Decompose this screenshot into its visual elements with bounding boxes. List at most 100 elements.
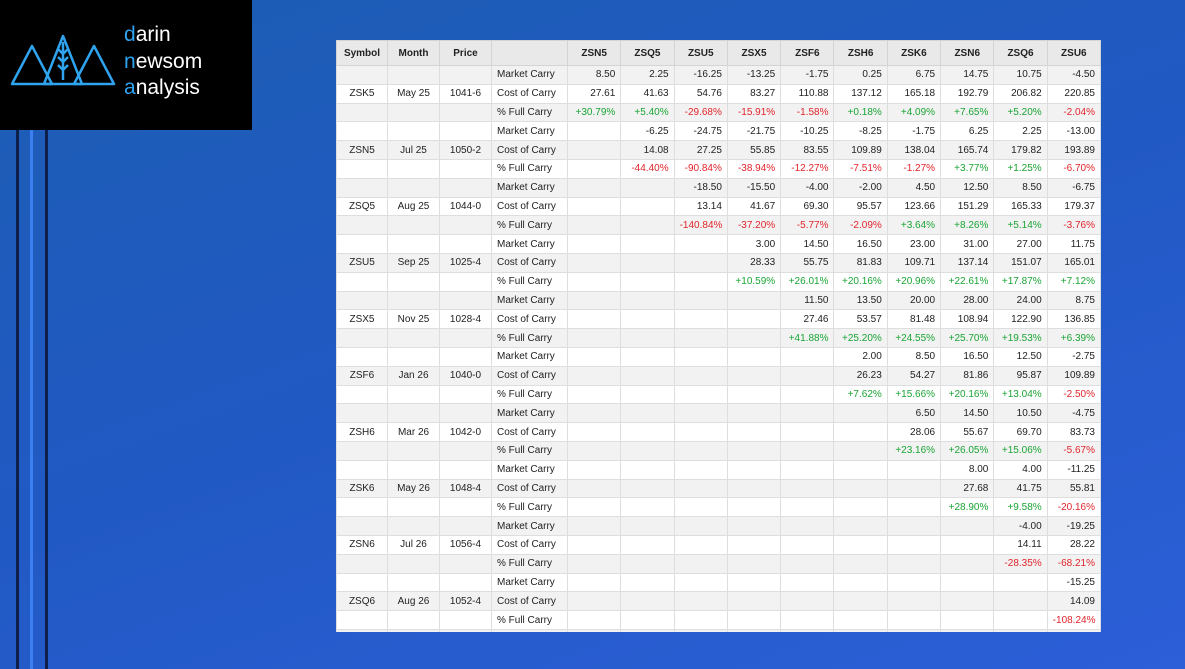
value-cell: 95.87 [993,365,1048,386]
value-cell: 14.50 [780,234,835,254]
value-cell: 55.85 [726,140,782,160]
value-cell: 8.00 [940,459,995,480]
value-cell: 14.09 [1046,591,1101,612]
column-header: ZSU6 [1046,40,1101,66]
empty-cell [566,534,622,555]
empty-cell [726,478,782,499]
row-label: Cost of Carry [491,478,568,499]
month-cell: Jul 26 [387,534,440,555]
value-cell: 165.33 [993,196,1048,217]
month-cell [387,459,440,480]
value-cell: -2.75 [1046,346,1101,367]
value-cell: 2.25 [993,121,1048,142]
value-cell: +19.53% [993,328,1048,348]
empty-cell [673,572,728,593]
month-cell [387,497,440,518]
table-row: ZSN6 Jul 26 1056-4 Cost of Carry 14.11 28.22 [336,534,1101,555]
empty-cell [566,384,622,405]
empty-cell [726,384,782,405]
value-cell: 27.46 [780,309,835,330]
decor-line [30,130,33,669]
header-row: Symbol Month Price ZSN5 ZSQ5 ZSU5 ZSX5 ZSF6 ZSH6… [336,40,1101,66]
empty-cell [566,121,622,142]
empty-cell [940,610,995,630]
value-cell: -15.91% [726,102,782,123]
empty-cell [780,422,835,442]
value-cell: +26.01% [780,271,835,292]
value-cell: +22.61% [940,271,995,292]
empty-cell [620,271,675,292]
table-row: % Full Carry +10.59% +26.01% +20.16% +20.96%… [336,271,1101,292]
value-cell: 27.61 [566,83,622,104]
empty-cell [833,459,888,480]
value-cell: 13.50 [833,290,888,311]
value-cell: -2.00 [833,177,888,198]
value-cell: -1.58% [780,102,835,123]
empty-cell [940,553,995,574]
row-label: % Full Carry [491,328,568,348]
value-cell: +13.04% [993,384,1048,405]
value-cell: +4.09% [886,102,942,123]
symbol-cell [336,234,388,254]
month-cell: Nov 25 [387,309,440,330]
column-header: ZSN6 [940,40,995,66]
value-cell: +0.18% [833,102,888,123]
month-cell: Jul 25 [387,140,440,160]
empty-cell [566,158,622,179]
empty-cell [673,440,728,461]
empty-cell [833,403,888,424]
empty-cell [566,422,622,442]
empty-cell [780,516,835,536]
value-cell: -13.25 [726,65,782,85]
empty-cell [673,610,728,630]
empty-cell [673,234,728,254]
empty-cell [780,403,835,424]
symbol-cell [336,403,388,424]
row-label: Market Carry [491,403,568,424]
value-cell: 206.82 [993,83,1048,104]
empty-cell [620,365,675,386]
empty-cell [833,497,888,518]
empty-cell [566,572,622,593]
row-label: % Full Carry [491,553,568,574]
row-label: % Full Carry [491,271,568,292]
value-cell: 6.50 [886,403,942,424]
table-row: % Full Carry +41.88% +25.20% +24.55% +25.70%… [336,328,1101,348]
value-cell: +25.20% [833,328,888,348]
value-cell: +26.05% [940,440,995,461]
value-cell: 13.14 [673,196,728,217]
row-label: Market Carry [491,177,568,198]
price-cell [439,346,492,367]
table-row: Market Carry [336,628,1101,632]
empty-cell [780,534,835,555]
table-body: Market Carry 8.50 2.25 -16.25 -13.25 -1.75 0.2… [336,65,1101,632]
value-cell: +30.79% [566,102,622,123]
empty-cell [780,440,835,461]
value-cell: 41.63 [620,83,675,104]
symbol-cell [336,290,388,311]
symbol-cell [336,102,388,123]
value-cell: -29.68% [673,102,728,123]
table-row: ZSX5 Nov 25 1028-4 Cost of Carry 27.46 53.57 8… [336,309,1101,330]
month-cell: Mar 26 [387,422,440,442]
empty-cell [993,610,1048,630]
symbol-cell [336,610,388,630]
empty-cell [726,553,782,574]
value-cell: 109.71 [886,252,942,273]
empty-cell [673,534,728,555]
logo: darin newsom analysis [0,0,252,130]
empty-cell [673,628,728,632]
value-cell: 55.67 [940,422,995,442]
value-cell: +10.59% [726,271,782,292]
value-cell: 31.00 [940,234,995,254]
table-row: Market Carry 8.50 2.25 -16.25 -13.25 -1.75 0.2… [336,65,1101,85]
table-row: ZSH6 Mar 26 1042-0 Cost of Carry 28.06 55.67 6… [336,422,1101,442]
value-cell: 12.50 [940,177,995,198]
price-cell: 1025-4 [439,252,492,273]
value-cell: -38.94% [726,158,782,179]
empty-cell [673,328,728,348]
value-cell: 10.75 [993,65,1048,85]
table-row: % Full Carry -28.35% -68.21% [336,553,1101,574]
month-cell [387,346,440,367]
empty-cell [620,478,675,499]
